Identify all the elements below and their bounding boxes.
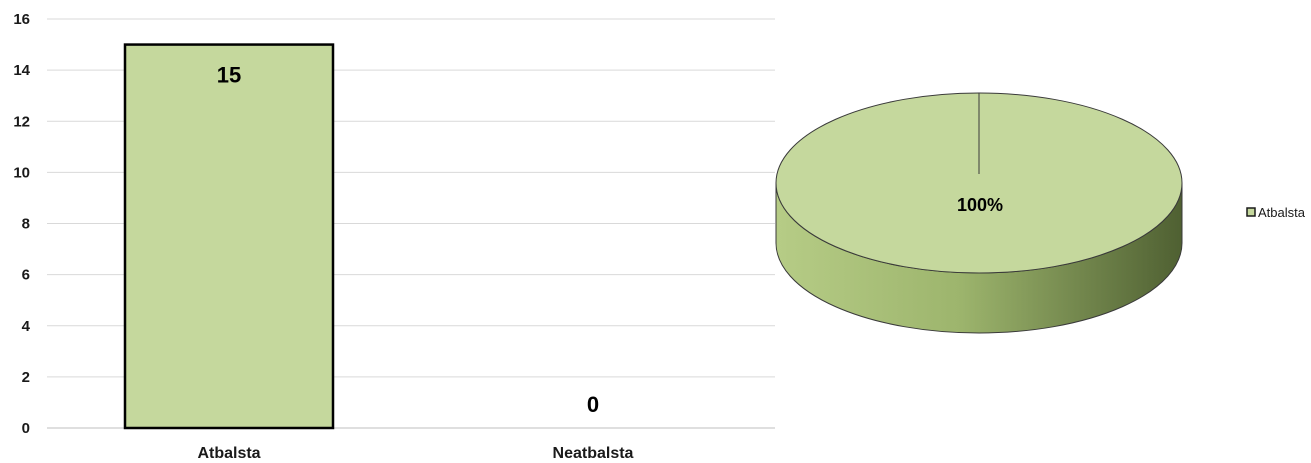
data-label-neatbalsta: 0 (587, 392, 599, 417)
x-axis-category-labels: Atbalsta Neatbalsta (197, 445, 633, 462)
legend-entry-atbalsta: Atbalsta (1258, 205, 1306, 220)
x-category-atbalsta: Atbalsta (197, 445, 260, 462)
pie-chart: 100% (775, 92, 1183, 334)
bar-series: 15 0 (123, 43, 599, 430)
y-tick-label: 6 (22, 267, 30, 284)
x-category-neatbalsta: Neatbalsta (553, 445, 634, 462)
y-tick-label: 16 (13, 11, 30, 28)
y-tick-label: 4 (22, 318, 31, 335)
pie-data-label: 100% (957, 195, 1003, 215)
y-axis-tick-labels: 0 2 4 6 8 10 12 14 16 (13, 11, 30, 437)
pie-legend: Atbalsta (1246, 205, 1306, 220)
bar-atbalsta (123, 43, 335, 430)
legend-swatch-atbalsta (1246, 207, 1256, 217)
y-tick-label: 0 (22, 420, 30, 437)
bar-chart: 0 2 4 6 8 10 12 14 16 15 0 Atbalsta Neatbalsta (13, 11, 775, 462)
y-tick-label: 12 (13, 113, 30, 130)
y-tick-label: 10 (13, 164, 30, 181)
y-tick-label: 8 (22, 216, 30, 233)
data-label-atbalsta: 15 (217, 63, 241, 88)
y-tick-label: 14 (13, 62, 30, 79)
y-tick-label: 2 (22, 369, 30, 386)
